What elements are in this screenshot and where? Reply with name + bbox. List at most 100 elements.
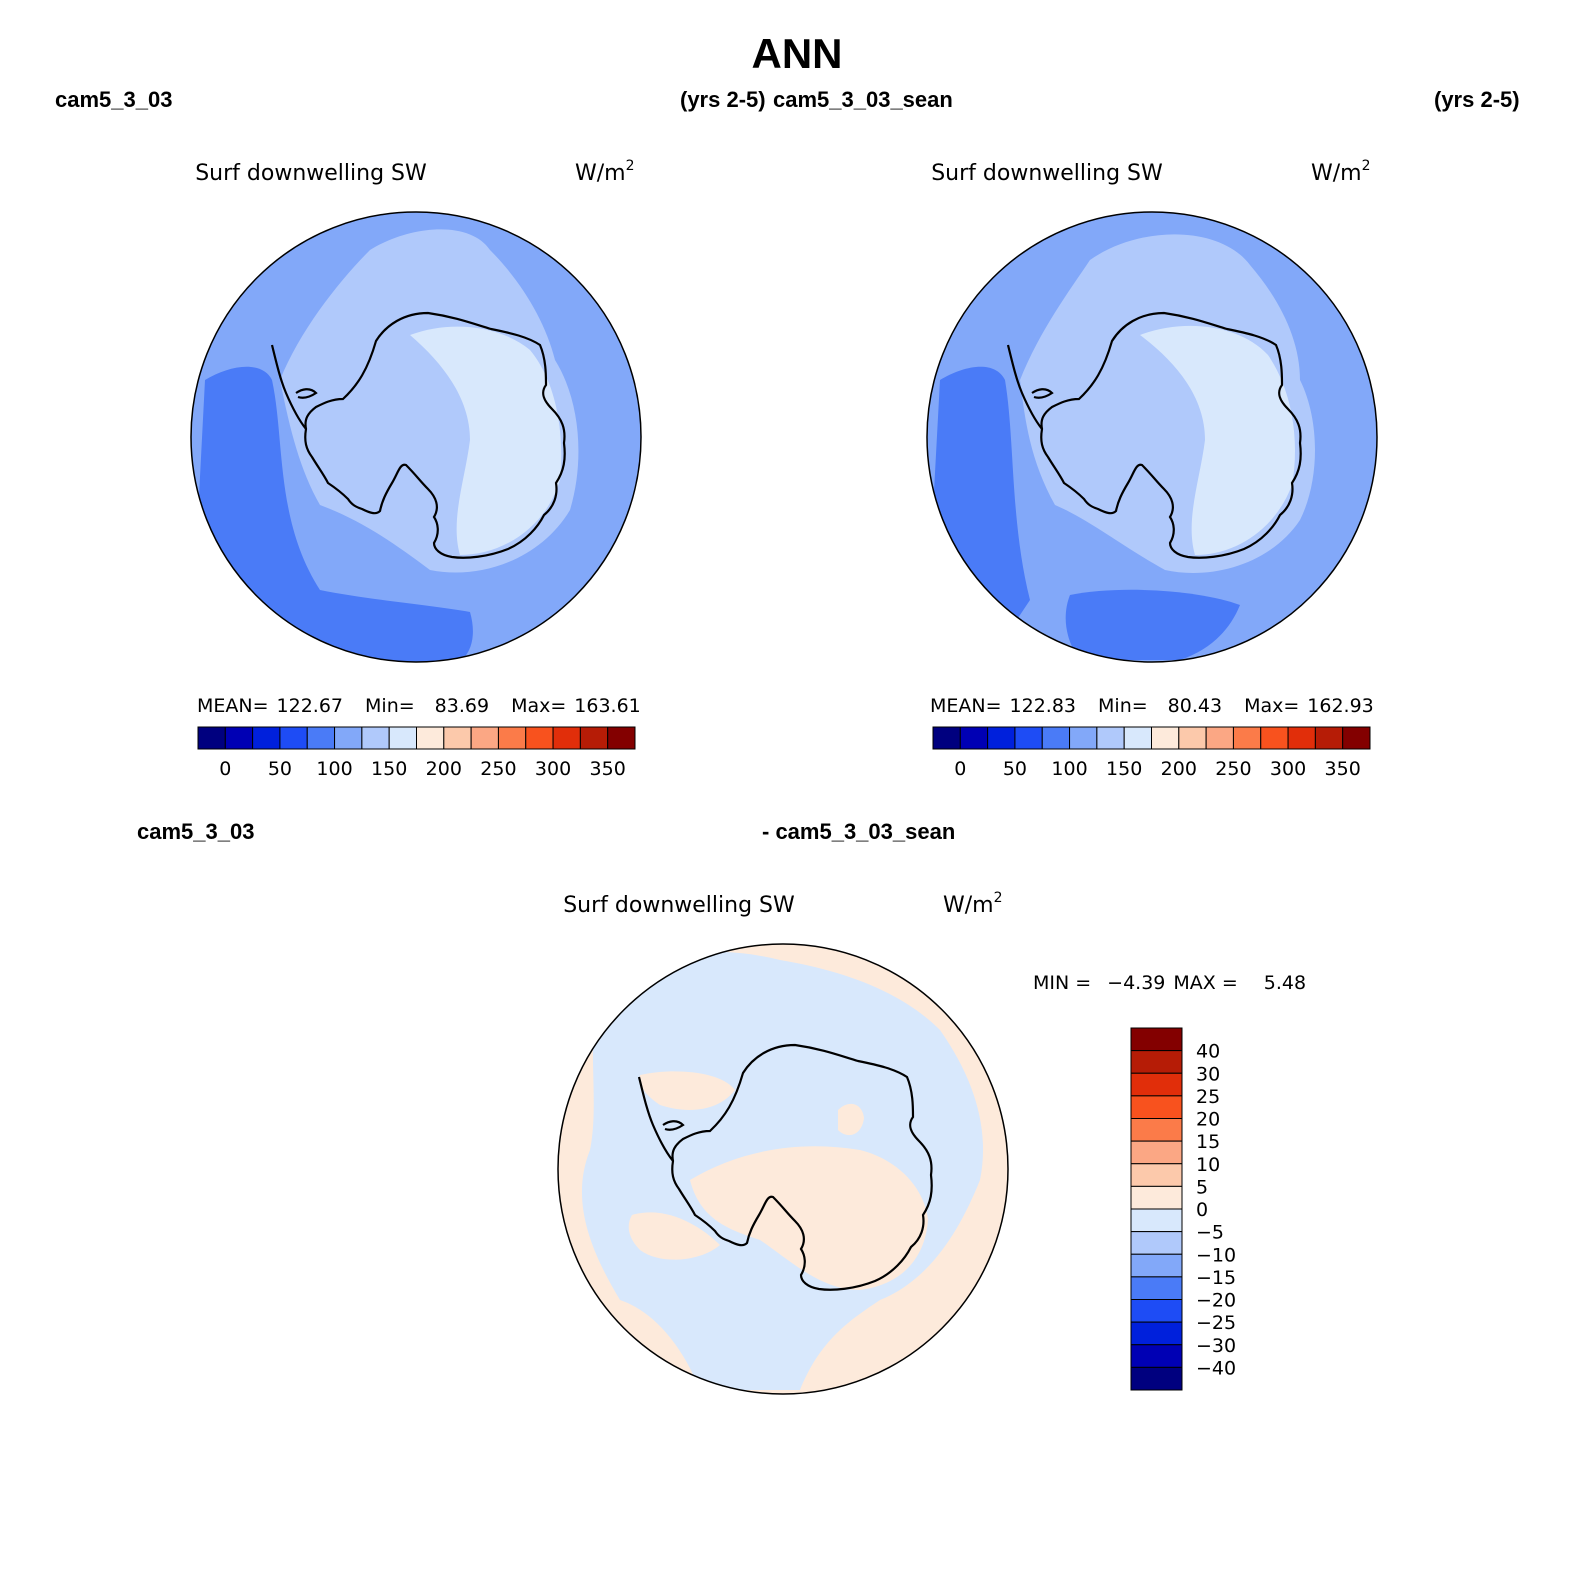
colorbar-b-swatch-13 xyxy=(1287,726,1316,750)
colorbar-a-swatch-13 xyxy=(552,726,581,750)
map-boundary-b xyxy=(926,211,1378,663)
colorbar-diff-swatch-11 xyxy=(1130,1276,1183,1300)
panel-b-title: Surf downwelling SW xyxy=(931,161,1163,186)
colorbar-a-swatch-7 xyxy=(388,726,417,750)
colorbar-diff-tick-label: −10 xyxy=(1196,1244,1236,1266)
colorbar-diff-swatch-3 xyxy=(1130,1095,1183,1119)
colorbar-b-swatch-11 xyxy=(1232,726,1262,750)
page-title: ANN xyxy=(751,30,843,77)
colorbar-a-tick-label: 50 xyxy=(268,758,292,780)
field-positive xyxy=(690,1146,928,1290)
panel-a-stats: MEAN= 122.67 Min= 83.69 Max= 163.61 xyxy=(197,695,641,717)
colorbar-b-swatch-8 xyxy=(1151,726,1180,750)
colorbar-b-tick-label: 150 xyxy=(1106,758,1142,780)
colorbar-a-swatch-1 xyxy=(224,726,254,750)
field-level-150-175 xyxy=(410,326,562,555)
colorbar-diff-tick-label: −25 xyxy=(1196,1312,1236,1334)
colorbar-b-swatch-15 xyxy=(1342,726,1371,750)
colorbar-diff-tick-label: 40 xyxy=(1196,1041,1220,1063)
colorbar-b-tick-label: 300 xyxy=(1270,758,1306,780)
colorbar-a-swatch-5 xyxy=(334,726,363,750)
colorbar-a-swatch-6 xyxy=(361,726,390,750)
colorbar-a-swatch-2 xyxy=(252,726,281,750)
colorbar-diff-tick-label: 15 xyxy=(1196,1131,1220,1153)
colorbar-b-swatch-0 xyxy=(932,726,961,750)
colorbar-a-swatch-15 xyxy=(607,726,636,750)
colorbar-diff-swatch-8 xyxy=(1130,1208,1183,1233)
panel-diff-title: Surf downwelling SW xyxy=(563,893,795,918)
years-label-top-left: (yrs 2-5) xyxy=(680,87,766,112)
map-panel-diff: Surf downwelling SW W/m2 MIN = −4.39 MAX =… xyxy=(557,890,1306,1395)
case-name-top-right: cam5_3_03_sean xyxy=(773,87,953,112)
field-positive xyxy=(639,1071,735,1110)
field-positive xyxy=(838,1103,864,1136)
colorbar-a-tick-label: 350 xyxy=(590,758,626,780)
colorbar-diff-swatch-5 xyxy=(1130,1140,1183,1165)
colorbar-diff-tick-label: −40 xyxy=(1196,1357,1236,1379)
colorbar-a-swatch-3 xyxy=(279,726,308,750)
colorbar-a-swatch-4 xyxy=(306,726,336,750)
field-level-80-100 xyxy=(191,366,473,662)
panel-a-title: Surf downwelling SW xyxy=(195,161,427,186)
colorbar-diff-tick-label: 10 xyxy=(1196,1154,1220,1176)
colorbar-diff-swatch-10 xyxy=(1130,1253,1183,1278)
colorbar-a-swatch-10 xyxy=(470,726,499,750)
map-boundary-a xyxy=(190,211,642,663)
colorbar-a-tick-label: 200 xyxy=(426,758,462,780)
colorbar-a-swatch-8 xyxy=(416,726,445,750)
panel-diff-units: W/m2 xyxy=(943,890,1003,918)
colorbar-diff-swatch-14 xyxy=(1130,1344,1183,1368)
colorbar-b-swatch-14 xyxy=(1314,726,1344,750)
years-label-top-right: (yrs 2-5) xyxy=(1434,87,1520,112)
map-boundary-diff xyxy=(557,943,1009,1395)
colorbar-diff-tick-label: 5 xyxy=(1196,1176,1208,1198)
colorbar-b-tick-label: 350 xyxy=(1325,758,1361,780)
case-name-bottom-right: - cam5_3_03_sean xyxy=(762,819,956,844)
colorbar-a: 0 50 100 150 200 250 300 350 xyxy=(197,726,636,780)
colorbar-b-swatch-10 xyxy=(1205,726,1234,750)
colorbar-diff-swatch-2 xyxy=(1130,1072,1183,1097)
map-panel-a: Surf downwelling SW W/m2 MEAN= 122.67 Min=… xyxy=(190,158,642,780)
colorbar-a-tick-label: 150 xyxy=(371,758,407,780)
colorbar-diff-swatch-13 xyxy=(1130,1321,1183,1346)
colorbar-b-swatch-1 xyxy=(959,726,989,750)
colorbar-diff-tick-label: −5 xyxy=(1196,1222,1224,1244)
colorbar-diff-tick-label: 25 xyxy=(1196,1086,1220,1108)
colorbar-diff-swatch-15 xyxy=(1130,1366,1183,1391)
map-panel-b: Surf downwelling SW W/m2 MEAN= 122.83 Min=… xyxy=(926,158,1378,780)
colorbar-diff-swatch-0 xyxy=(1130,1027,1183,1052)
colorbar-diff-tick-label: 30 xyxy=(1196,1063,1220,1085)
colorbar-b-tick-label: 0 xyxy=(954,758,966,780)
colorbar-a-tick-label: 300 xyxy=(535,758,571,780)
colorbar-a-tick-label: 250 xyxy=(480,758,516,780)
panel-b-units: W/m2 xyxy=(1311,158,1371,186)
colorbar-b-swatch-12 xyxy=(1260,726,1289,750)
colorbar-b-swatch-4 xyxy=(1041,726,1071,750)
panel-diff-stats: MIN = −4.39 MAX = 5.48 xyxy=(1033,972,1306,994)
colorbar-diff-swatch-6 xyxy=(1130,1163,1183,1187)
colorbar-a-swatch-12 xyxy=(525,726,554,750)
colorbar-b-tick-label: 100 xyxy=(1051,758,1087,780)
colorbar-diff-tick-label: 0 xyxy=(1196,1199,1208,1221)
colorbar-b-tick-label: 50 xyxy=(1003,758,1027,780)
field-level-150-175 xyxy=(1140,325,1295,555)
colorbar-a-swatch-14 xyxy=(579,726,609,750)
field-level-80-100 xyxy=(1065,589,1240,660)
colorbar-diff-swatch-9 xyxy=(1130,1231,1183,1255)
colorbar-diff-tick-label: −20 xyxy=(1196,1290,1236,1312)
case-name-top-left: cam5_3_03 xyxy=(55,87,173,112)
colorbar-a-swatch-9 xyxy=(443,726,472,750)
colorbar-diff-tick-label: −15 xyxy=(1196,1267,1236,1289)
colorbar-b-swatch-6 xyxy=(1096,726,1125,750)
colorbar-a-swatch-0 xyxy=(197,726,226,750)
colorbar-b: 0 50 100 150 200 250 300 350 xyxy=(932,726,1371,780)
colorbar-b-swatch-9 xyxy=(1178,726,1207,750)
colorbar-b-tick-label: 200 xyxy=(1161,758,1197,780)
colorbar-b-swatch-5 xyxy=(1069,726,1098,750)
colorbar-b-tick-label: 250 xyxy=(1215,758,1251,780)
colorbar-diff-tick-label: −30 xyxy=(1196,1335,1236,1357)
colorbar-b-swatch-3 xyxy=(1014,726,1043,750)
colorbar-diff-swatch-1 xyxy=(1130,1050,1183,1074)
colorbar-diff-swatch-12 xyxy=(1130,1299,1183,1323)
